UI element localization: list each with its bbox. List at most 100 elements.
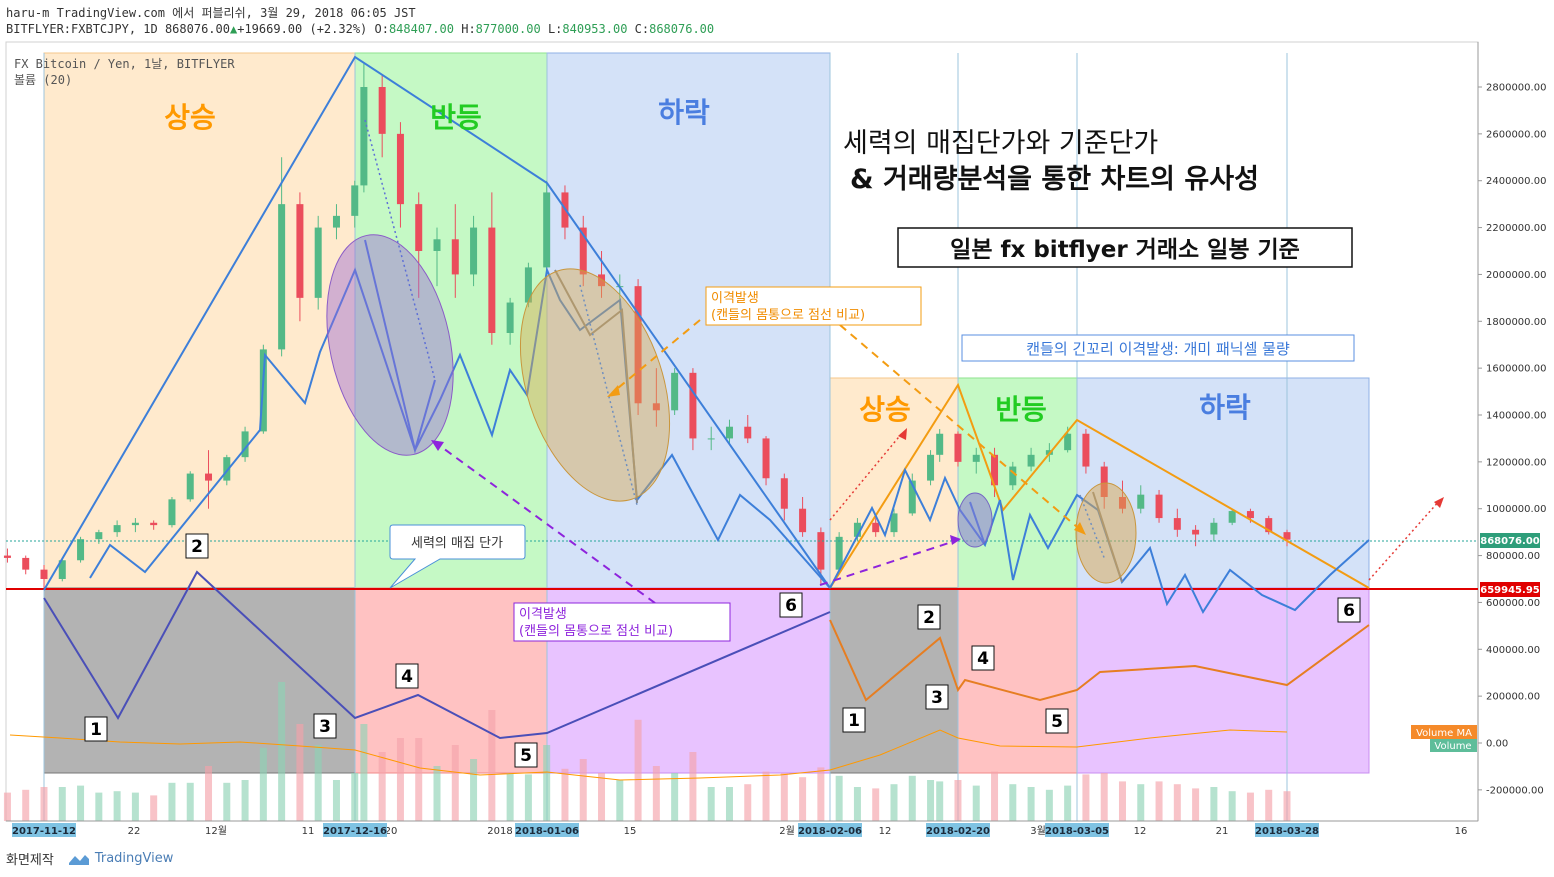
price-tick-label: 1800000.00: [1486, 317, 1546, 328]
volume-bar: [908, 775, 916, 821]
candle-body: [186, 473, 194, 500]
price-tick-label: 400000.00: [1486, 645, 1540, 656]
candle-body: [991, 454, 999, 486]
date-tag-4: 2018-02-20: [926, 826, 990, 837]
volume-bar: [598, 773, 606, 821]
zone-label-rise-1: 상승: [164, 101, 216, 134]
volume-bar: [223, 782, 231, 821]
volume-bar: [1210, 787, 1218, 821]
candle-body: [1137, 494, 1145, 509]
price-tick-label: 0.00: [1486, 739, 1508, 750]
candle-body: [131, 522, 139, 526]
candle-body: [1027, 454, 1035, 467]
zone-labels: 상승 반등 하락 상승 반등 하락: [164, 96, 1251, 426]
candle-body: [506, 302, 514, 333]
candle-body: [1192, 529, 1200, 535]
volume-bar: [561, 768, 569, 821]
marker-5a: 5: [520, 746, 532, 766]
volume-bar: [259, 747, 267, 821]
tradingview-brand[interactable]: TradingView: [68, 851, 173, 866]
candle-body: [22, 557, 30, 570]
marker-1a: 1: [90, 720, 102, 740]
ellipse-trace-2: [554, 269, 638, 504]
candle-body: [707, 438, 715, 440]
date-tag-2: 2018-01-06: [515, 826, 579, 837]
volume-bar: [652, 766, 660, 821]
violet-zone-2: [1076, 587, 1370, 774]
zone-label-rebound-1: 반등: [430, 101, 482, 134]
time-label-11: 16: [1455, 826, 1468, 837]
volume-bar: [451, 745, 459, 821]
up-arrow-icon: ▲: [229, 22, 238, 36]
candle-body: [360, 87, 368, 186]
price-tick-label: 1600000.00: [1486, 364, 1546, 375]
price-trace-1: [89, 266, 831, 589]
volume-bar: [205, 766, 213, 821]
price-tick-label: 200000.00: [1486, 692, 1540, 703]
time-label-7: 12: [879, 826, 892, 837]
candle-body: [396, 133, 404, 205]
publish-info: haru-m TradingView.com 에서 퍼블리쉬, 3월 29, 2…: [6, 6, 416, 20]
volume-bar: [1173, 784, 1181, 821]
zone-label-rise-2: 상승: [859, 393, 911, 426]
wick-note-text: 캔들의 긴꼬리 이격발생: 개미 패닉셀 물량: [1026, 340, 1290, 358]
volume-bar: [488, 710, 496, 821]
arrow-orange-2: [839, 324, 1084, 533]
candle-body: [205, 473, 213, 481]
candle-body: [652, 403, 660, 411]
price-axis[interactable]: 2800000.00 2600000.00 2400000.00 2200000.00…: [1478, 83, 1546, 797]
marker-6a: 6: [785, 596, 797, 616]
candle-body: [872, 522, 880, 533]
open-value: 848407.00: [388, 22, 454, 36]
volume-ma-tag: Volume MA: [1416, 728, 1472, 739]
candle-body: [890, 513, 898, 533]
volume-bar: [415, 738, 423, 821]
volume-bar: [634, 719, 642, 821]
ellipse-trace-1: [364, 239, 436, 454]
candle-body: [351, 185, 359, 216]
price-tick-label: 1200000.00: [1486, 457, 1546, 468]
marker-4b: 4: [977, 649, 989, 669]
volume-bar: [1082, 774, 1090, 821]
candle-body: [415, 204, 423, 251]
volume-bar: [314, 745, 322, 821]
candle-body: [972, 454, 980, 462]
pattern-lines-1: [43, 55, 831, 591]
time-label-9: 12: [1134, 826, 1147, 837]
volume-bar: [1228, 791, 1236, 821]
volume-bar: [1045, 789, 1053, 821]
candle-body: [543, 192, 551, 268]
candle-body: [1283, 532, 1291, 540]
date-tag-0: 2017-11-12: [12, 826, 76, 837]
volume-bar: [351, 773, 359, 821]
time-axis-labels[interactable]: 22 12월 11 20 2018 15 2월 12 3월 12 21 16: [128, 825, 1468, 837]
volume-bar: [1192, 788, 1200, 821]
zone-label-fall-1: 하락: [658, 96, 710, 129]
volume-bar: [972, 785, 980, 821]
volume-bar: [22, 789, 30, 821]
candle-body: [1265, 518, 1273, 533]
marker-4a: 4: [401, 667, 413, 687]
candle-body: [378, 87, 386, 134]
zone-label-fall-2: 하락: [1199, 391, 1251, 424]
marker-3b: 3: [931, 688, 943, 708]
volume-bar: [1137, 784, 1145, 821]
time-label-3: 20: [385, 826, 398, 837]
gap-note-orange-box: [705, 286, 922, 326]
volume-tag-bg: [1430, 739, 1477, 752]
current-price-tag-bg: [1480, 533, 1540, 548]
marker-3a: 3: [319, 717, 331, 737]
gap-note-orange-line-2: (캔들의 몸통으로 점선 비교): [711, 308, 865, 323]
candle-body: [725, 426, 733, 439]
volume-bar: [853, 787, 861, 821]
volume-bar: [77, 785, 85, 821]
volume-bar: [579, 759, 587, 821]
footer: 화면제작 TradingView: [6, 849, 173, 868]
candle-body: [762, 438, 770, 479]
ellipse-purple-2: [957, 492, 993, 548]
candle-body: [936, 433, 944, 455]
volume-bar: [131, 792, 139, 821]
volume-bar: [278, 682, 286, 821]
zone-label-rebound-2: 반등: [995, 393, 1047, 426]
